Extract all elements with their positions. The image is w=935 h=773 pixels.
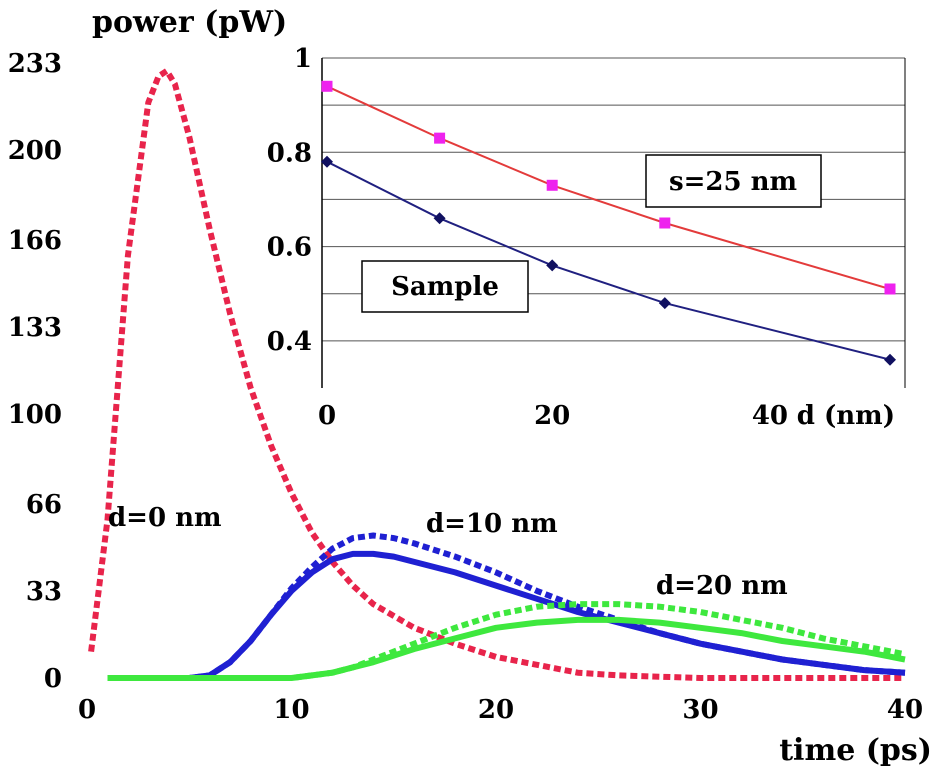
inset-diamond-marker (658, 297, 671, 310)
inset-y-ticks: 0.4 0.6 0.8 1 (267, 44, 312, 357)
inset-x-tick-label: 0 (318, 401, 336, 431)
inset-chart: 0.4 0.6 0.8 1 0 20 40 d (nm) s=25 nm Sample (267, 44, 906, 431)
inset-diamond-marker (884, 353, 896, 366)
main-y-tick-label: 133 (8, 313, 62, 343)
inset-square-marker (884, 283, 896, 295)
inset-x-tick-label: 40 (752, 401, 788, 431)
main-y-tick-label: 166 (8, 226, 62, 256)
legend-box-sample: Sample (361, 260, 529, 313)
legend-box-sample-label: Sample (391, 272, 499, 302)
inset-x-axis-label: d (nm) (797, 401, 895, 431)
x-axis-label: time (ps) (779, 733, 932, 768)
inset-y-tick-label: 0.6 (267, 233, 312, 263)
inset-diamond-marker (433, 212, 446, 225)
main-y-tick-label: 66 (26, 490, 62, 520)
annotation-d0: d=0 nm (108, 503, 222, 533)
inset-y-tick-label: 0.8 (267, 138, 312, 168)
inset-square-marker (546, 179, 558, 191)
main-x-tick-label: 10 (273, 695, 309, 725)
inset-x-tick-label: 20 (534, 401, 570, 431)
y-axis-label: power (pW) (92, 5, 287, 40)
inset-square-marker (321, 80, 333, 92)
inset-square-marker (659, 217, 671, 229)
main-y-tick-label: 0 (44, 664, 62, 694)
inset-series-group (321, 80, 896, 366)
inset-square-marker (434, 132, 446, 144)
main-series-line-4 (107, 616, 906, 681)
main-x-ticks: 0 10 20 30 40 (78, 695, 923, 725)
inset-y-tick-label: 0.4 (267, 327, 312, 357)
annotation-d20: d=20 nm (656, 571, 788, 601)
inset-y-tick-label: 1 (294, 44, 312, 74)
main-series-line-0 (88, 67, 905, 681)
main-y-ticks: 0 33 66 100 133 166 200 233 (8, 49, 62, 694)
main-y-tick-label: 233 (8, 49, 62, 79)
inset-diamond-marker (321, 155, 333, 168)
annotation-d10: d=10 nm (426, 509, 558, 539)
main-series-line-2 (107, 550, 906, 681)
main-y-tick-label: 200 (8, 136, 62, 166)
main-y-tick-label: 33 (26, 577, 62, 607)
inset-diamond-marker (546, 259, 559, 272)
main-x-tick-label: 30 (682, 695, 718, 725)
legend-box-s25-label: s=25 nm (669, 167, 797, 197)
main-x-tick-label: 40 (887, 695, 923, 725)
main-y-tick-label: 100 (8, 400, 62, 430)
main-x-tick-label: 20 (478, 695, 514, 725)
main-x-tick-label: 0 (78, 695, 96, 725)
main-series-group (88, 67, 906, 681)
inset-x-ticks: 0 20 40 (318, 401, 788, 431)
legend-box-s25: s=25 nm (645, 154, 822, 208)
inset-background (322, 58, 905, 388)
